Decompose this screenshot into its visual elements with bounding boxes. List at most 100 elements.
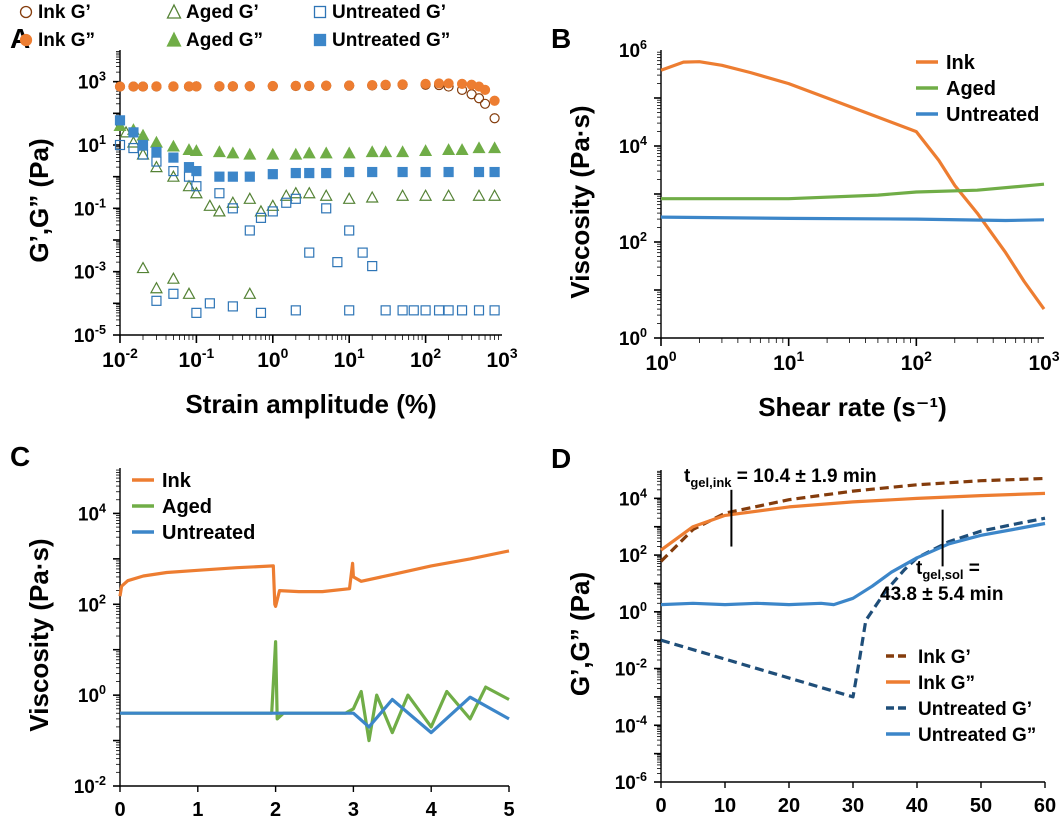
y-tick-label: 101 [78,133,106,157]
legend-label: Aged G” [186,30,263,51]
data-point [396,188,410,201]
legend-label: Untreated [946,104,1039,126]
legend-marker [166,3,182,19]
data-point [473,305,485,316]
data-point [304,167,315,179]
data-point [191,165,202,177]
data-point [304,80,315,91]
data-point [243,192,257,204]
data-point [191,307,202,318]
data-point [489,95,500,106]
data-point [455,143,469,156]
x-tick-label: 1 [192,799,203,821]
data-point [168,288,179,299]
data-point [442,188,456,201]
data-point [279,188,293,201]
legend-label: Ink [946,52,976,74]
data-point [243,287,257,299]
y-tick-label: 10-5 [74,323,106,347]
series-line [660,516,1046,699]
data-point [380,79,391,90]
legend-label: Untreated G’ [332,2,446,23]
data-point [212,204,226,217]
y-axis-label: Viscosity (Pa·s) [24,538,54,731]
data-point [281,197,292,208]
data-point [344,80,355,91]
data-point [189,144,203,157]
y-tick-label: 102 [619,543,647,567]
data-point [397,166,408,178]
y-tick-label: 10-1 [74,196,106,220]
data-point [342,146,356,159]
data-point [365,190,379,203]
panel-B: 100 102 104 106 100 101 102 103 Shear rate (s⁻¹)… [551,23,1060,422]
data-point [488,188,502,201]
data-point [136,261,150,274]
data-point [302,186,316,199]
data-point [321,167,332,179]
y-tick-label: 10-4 [615,713,647,737]
data-point [433,305,445,316]
data-point [433,78,445,89]
data-point [443,166,454,178]
data-point [166,271,180,284]
y-axis-label: G’,G” (Pa) [24,138,54,262]
series-line [660,491,1046,552]
data-point [479,98,491,109]
series-line [120,640,510,743]
data-point [266,199,280,211]
x-tick-label: 0 [114,799,125,821]
data-point [267,206,278,217]
data-point [344,225,355,236]
data-point [419,188,433,201]
panel-C: 10-2100102104012345Time (min)Viscosity (… [10,441,515,821]
data-point [191,181,202,192]
y-tick-label: 10-3 [74,260,106,284]
data-point [321,80,332,91]
data-point [214,188,225,199]
data-point [182,287,196,299]
annotation-text: 43.8 ± 5.4 min [880,584,1003,605]
data-point [420,78,431,90]
panel-label: B [551,23,571,54]
data-point [344,305,355,316]
data-point [244,225,255,236]
data-point [397,79,408,90]
data-point [290,80,301,91]
data-point [166,139,180,152]
data-point [367,79,378,91]
data-point [151,146,162,158]
data-point [255,212,267,223]
legend-label: Ink G” [918,673,975,694]
y-axis-label: G’,G” (Pa) [565,572,595,696]
y-tick-label: 104 [619,134,647,158]
series-line [660,60,1046,311]
data-point [367,260,378,272]
data-point [420,166,431,178]
x-tick-label: 101 [773,348,804,375]
legend-label: Untreated G” [918,725,1036,746]
data-point [266,147,280,160]
legend-label: Ink [162,470,192,492]
data-point [342,192,356,204]
data-point [254,204,268,217]
data-point [456,78,468,90]
y-axis-label: Viscosity (Pa·s) [565,105,595,298]
x-tick-label: 102 [901,348,932,375]
data-point [151,295,162,306]
data-point [244,171,255,182]
data-point [489,305,500,316]
y-tick-label: 10-2 [615,657,647,681]
data-point [128,142,139,154]
data-point [289,186,303,199]
data-point [168,165,179,177]
data-point [397,305,408,316]
data-point [443,78,454,89]
y-tick-label: 10-2 [74,774,106,798]
data-point [226,196,240,208]
series-line [660,215,1045,223]
panel-label: D [551,443,571,474]
series-line [118,549,510,608]
x-tick-label: 103 [486,345,517,372]
